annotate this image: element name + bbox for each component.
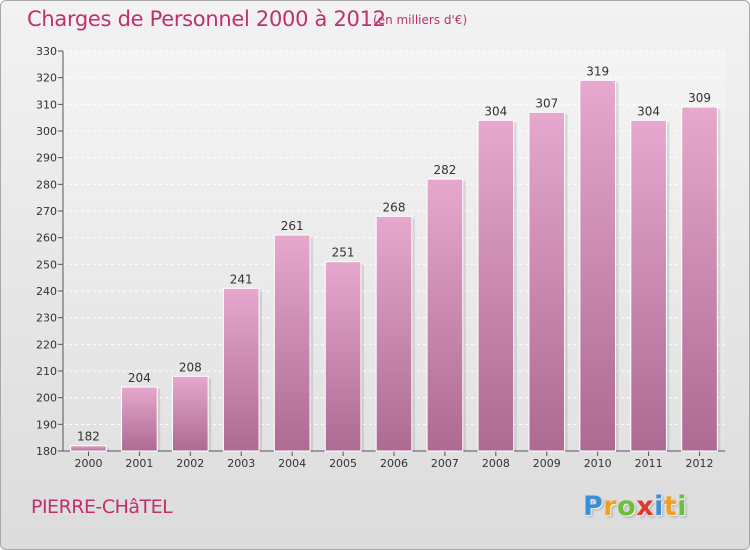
bar [681,106,718,452]
bar [273,234,311,452]
data-label: 204 [128,371,151,385]
bar [324,261,362,452]
proxiti-logo[interactable]: Proxiti [583,491,687,522]
y-tick-label: 190 [36,418,57,431]
x-tick-label: 2009 [533,457,561,470]
y-tick-label: 290 [36,152,57,165]
y-tick-label: 180 [36,445,57,458]
x-tick-label: 2010 [584,457,612,470]
bar [171,375,209,452]
bar [121,386,158,452]
logo-letter: x [636,491,655,522]
logo-letter: i [654,491,664,522]
x-tick-label: 2008 [482,457,510,470]
data-label: 304 [637,104,660,118]
y-tick-label: 280 [36,178,57,191]
y-tick-label: 230 [36,312,57,325]
bar [579,79,617,452]
chart-unit-note: (en milliers d'€) [373,13,468,27]
y-tick-label: 330 [36,45,57,58]
logo-letter: r [603,491,618,522]
data-label: 241 [230,272,253,286]
bar [528,111,566,452]
data-label: 182 [77,430,100,444]
y-tick-label: 210 [36,365,57,378]
y-tick-label: 220 [36,338,57,351]
x-tick-label: 2004 [278,457,306,470]
data-label: 251 [332,246,355,260]
chart-title: Charges de Personnel 2000 à 2012 [27,7,386,31]
data-label: 282 [433,163,456,177]
logo-letter: o [617,491,637,522]
bar [375,215,413,452]
bar [426,178,464,452]
y-tick-label: 270 [36,205,57,218]
y-tick-label: 240 [36,285,57,298]
logo-letter: t [663,491,678,522]
y-tick-label: 200 [36,392,57,405]
x-tick-label: 2006 [380,457,408,470]
bar [630,119,667,452]
y-tick-label: 260 [36,232,57,245]
x-tick-label: 2012 [686,457,714,470]
y-tick-label: 320 [36,72,57,85]
data-label: 307 [535,96,558,110]
town-name: PIERRE-CHâTEL [31,496,173,518]
x-tick-label: 2001 [125,457,153,470]
data-label: 268 [383,200,406,214]
y-tick-label: 300 [36,125,57,138]
bar [70,445,107,452]
bar [477,119,515,452]
logo-letter: P [583,491,604,522]
y-tick-label: 250 [36,258,57,271]
bar [222,287,260,452]
x-tick-label: 2003 [227,457,255,470]
data-label: 309 [688,91,711,105]
data-label: 319 [586,64,609,78]
x-tick-label: 2002 [176,457,204,470]
data-label: 304 [484,104,507,118]
x-tick-label: 2005 [329,457,357,470]
x-tick-label: 2011 [635,457,663,470]
data-label: 261 [281,219,304,233]
logo-letter: i [677,491,688,522]
x-tick-label: 2007 [431,457,459,470]
y-tick-label: 310 [36,98,57,111]
x-tick-label: 2000 [74,457,102,470]
data-label: 208 [179,360,202,374]
